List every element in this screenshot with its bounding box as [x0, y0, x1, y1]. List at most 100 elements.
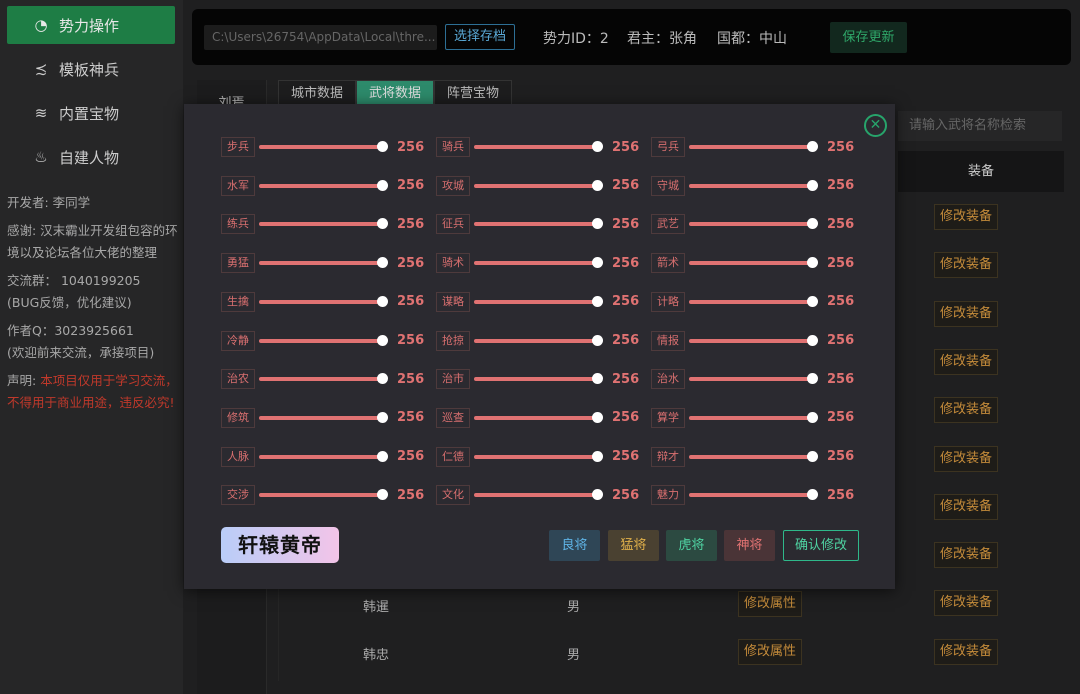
edit-equipment-button[interactable]: 修改装备 — [934, 638, 998, 665]
slider-handle[interactable] — [807, 334, 818, 346]
slider-handle[interactable] — [377, 334, 388, 346]
stat-slider[interactable] — [689, 257, 818, 269]
stat-slider-row: 交涉 256 — [221, 485, 424, 506]
select-save-button[interactable]: 选择存档 — [445, 24, 515, 50]
slider-handle[interactable] — [807, 218, 818, 230]
stat-slider[interactable] — [474, 179, 603, 191]
slider-handle[interactable] — [377, 295, 388, 307]
edit-equipment-button[interactable]: 修改装备 — [934, 348, 998, 375]
stat-slider[interactable] — [474, 295, 603, 307]
slider-handle[interactable] — [377, 411, 388, 423]
edit-equipment-button[interactable]: 修改装备 — [934, 590, 998, 617]
stat-slider[interactable] — [259, 257, 388, 269]
stat-slider[interactable] — [474, 373, 603, 385]
stat-slider[interactable] — [689, 373, 818, 385]
stat-slider[interactable] — [689, 411, 818, 423]
slider-handle[interactable] — [377, 373, 388, 385]
edit-attributes-button[interactable]: 修改属性 — [738, 591, 802, 617]
stat-value: 256 — [612, 333, 640, 348]
stat-slider[interactable] — [474, 218, 603, 230]
stat-slider[interactable] — [474, 489, 603, 501]
stat-slider[interactable] — [259, 179, 388, 191]
sidebar-item-faction[interactable]: ◔ 势力操作 — [7, 6, 175, 44]
stat-slider[interactable] — [474, 411, 603, 423]
stat-slider[interactable] — [689, 218, 818, 230]
stat-slider[interactable] — [474, 257, 603, 269]
edit-equipment-button[interactable]: 修改装备 — [934, 300, 998, 327]
sidebar-item-label: 内置宝物 — [59, 104, 120, 123]
slider-handle[interactable] — [592, 373, 603, 385]
emperor-preset-button[interactable]: 轩辕黄帝 — [221, 527, 339, 563]
slider-handle[interactable] — [377, 450, 388, 462]
close-circle-icon[interactable]: ✕ — [864, 114, 887, 137]
preset-tiger-general-button[interactable]: 虎将 — [666, 530, 717, 561]
preset-good-general-button[interactable]: 良将 — [549, 530, 600, 561]
preset-fierce-general-button[interactable]: 猛将 — [608, 530, 659, 561]
slider-handle[interactable] — [807, 179, 818, 191]
save-path-input[interactable]: C:\Users\26754\AppData\Local\thre... — [204, 25, 437, 50]
slider-handle[interactable] — [807, 489, 818, 501]
slider-handle[interactable] — [377, 218, 388, 230]
confirm-button[interactable]: 确认修改 — [783, 530, 859, 561]
edit-equipment-button[interactable]: 修改装备 — [934, 397, 998, 424]
edit-equipment-button[interactable]: 修改装备 — [934, 542, 998, 569]
slider-handle[interactable] — [592, 450, 603, 462]
stat-label: 辩才 — [651, 446, 685, 467]
sidebar-item-treasures[interactable]: ≋ 内置宝物 — [7, 94, 175, 132]
stat-slider[interactable] — [689, 295, 818, 307]
stat-slider[interactable] — [259, 450, 388, 462]
slider-handle[interactable] — [807, 295, 818, 307]
slider-handle[interactable] — [592, 411, 603, 423]
stat-slider[interactable] — [259, 141, 388, 152]
stat-slider[interactable] — [259, 411, 388, 423]
stat-slider[interactable] — [689, 450, 818, 462]
stat-slider-row: 治水 256 — [651, 369, 854, 390]
slider-handle[interactable] — [377, 141, 388, 152]
edit-equipment-button[interactable]: 修改装备 — [934, 204, 998, 230]
preset-god-general-button[interactable]: 神将 — [724, 530, 775, 561]
row-gender: 男 — [567, 600, 581, 615]
slider-handle[interactable] — [592, 334, 603, 346]
slider-handle[interactable] — [592, 179, 603, 191]
save-update-button[interactable]: 保存更新 — [830, 22, 907, 53]
tab-city-data[interactable]: 城市数据 — [278, 80, 357, 106]
stat-slider-row: 骑术 256 — [436, 253, 639, 274]
slider-handle[interactable] — [377, 179, 388, 191]
sidebar-item-custom-character[interactable]: ♨ 自建人物 — [7, 138, 175, 176]
stat-slider[interactable] — [259, 218, 388, 230]
stat-slider[interactable] — [689, 141, 818, 152]
stat-label: 水军 — [221, 175, 255, 196]
stat-slider[interactable] — [474, 450, 603, 462]
slider-handle[interactable] — [807, 450, 818, 462]
stat-slider[interactable] — [259, 295, 388, 307]
sidebar: ◔ 势力操作 ≾ 模板神兵 ≋ 内置宝物 ♨ 自建人物 开发者: 李同学 感谢: 汉末霸… — [0, 0, 183, 694]
edit-equipment-button[interactable]: 修改装备 — [934, 493, 998, 520]
slider-handle[interactable] — [807, 257, 818, 269]
slider-handle[interactable] — [592, 218, 603, 230]
slider-handle[interactable] — [592, 489, 603, 501]
stat-slider[interactable] — [689, 334, 818, 346]
stat-slider-row: 算学 256 — [651, 407, 854, 428]
stat-slider[interactable] — [259, 373, 388, 385]
stat-slider[interactable] — [259, 334, 388, 346]
stat-slider[interactable] — [259, 489, 388, 501]
general-search-input[interactable]: 请输入武将名称检索 — [898, 111, 1062, 141]
slider-handle[interactable] — [377, 257, 388, 269]
slider-handle[interactable] — [592, 257, 603, 269]
slider-handle[interactable] — [592, 295, 603, 307]
stat-slider[interactable] — [689, 489, 818, 501]
edit-attributes-button[interactable]: 修改属性 — [738, 639, 802, 665]
edit-equipment-button[interactable]: 修改装备 — [934, 445, 998, 472]
stat-slider[interactable] — [474, 334, 603, 346]
tab-camp-treasure[interactable]: 阵营宝物 — [434, 80, 513, 106]
slider-handle[interactable] — [807, 411, 818, 423]
tab-general-data[interactable]: 武将数据 — [356, 80, 435, 106]
slider-handle[interactable] — [807, 141, 818, 152]
edit-equipment-button[interactable]: 修改装备 — [934, 252, 998, 279]
stat-slider[interactable] — [474, 141, 603, 152]
slider-handle[interactable] — [377, 489, 388, 501]
stat-slider[interactable] — [689, 179, 818, 191]
slider-handle[interactable] — [807, 373, 818, 385]
sidebar-item-weapons[interactable]: ≾ 模板神兵 — [7, 50, 175, 88]
slider-handle[interactable] — [592, 141, 603, 152]
